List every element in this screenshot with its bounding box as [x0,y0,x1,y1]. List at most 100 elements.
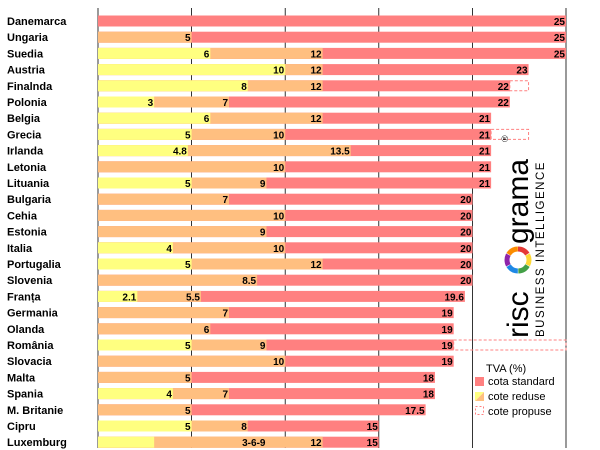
country-label: Malta [7,372,36,384]
value-label: 7 [222,98,228,109]
logo-ring-icon [504,246,532,274]
value-label: 19 [442,325,454,336]
value-label: 7 [222,390,228,401]
bar-reduced [98,404,192,416]
bar-reduced [98,436,155,448]
bar-reduced [98,145,351,157]
bar-reduced [98,323,211,335]
bar-reduced [98,290,138,302]
value-label: 20 [460,211,472,222]
value-label: 10 [273,163,285,174]
value-label: 6 [204,325,210,336]
country-label: Cehia [7,210,38,222]
country-label: Irlanda [7,146,44,158]
bar-reduced [98,96,155,108]
bar-standard [98,193,473,205]
value-label: 21 [479,114,491,125]
value-label: 5 [185,341,191,352]
country-label: Estonia [7,227,48,239]
bar-reduced [98,339,192,351]
value-label: 8.5 [242,276,256,287]
value-label: 10 [273,211,285,222]
value-label: 9 [260,228,266,239]
legend-swatch-proposed [475,406,484,415]
value-label: 10 [273,244,285,255]
value-label: 20 [460,195,472,206]
bar-standard [98,307,454,319]
value-label: 22 [498,98,510,109]
country-label: Finalnda [7,81,53,93]
bar-reduced [98,177,192,189]
value-label: 12 [311,66,323,77]
value-label: 3 [148,98,154,109]
country-label: România [7,340,54,352]
value-label: 20 [460,228,472,239]
bar-standard [98,339,454,351]
bar-reduced [98,31,192,43]
country-label: Slovacia [7,356,53,368]
value-label: 21 [479,179,491,190]
value-label: 5.5 [186,292,200,303]
bar-reduced [98,193,230,205]
logo-tagline: BUSINESS INTELLIGENCE [535,161,547,337]
bars-layer [98,15,567,448]
bar-proposed [453,339,567,351]
value-label: 15 [367,438,379,449]
country-label: Olanda [7,324,45,336]
legend: TVA (%) cota standard cote reduse cote p… [475,363,555,418]
country-label: Lituania [7,178,50,190]
bar-reduced [98,242,286,254]
value-label: 18 [423,373,435,384]
value-label: 5 [185,33,191,44]
bar-reduced [98,371,192,383]
bar-standard [98,47,566,59]
country-label: Suedia [7,48,44,60]
value-label: 25 [554,33,566,44]
legend-swatch-reduced-low [475,392,484,401]
value-label: 4 [166,244,172,255]
country-label: M. Britanie [7,405,63,417]
labels-layer: Danemarca 25 Ungaria 25 5 Suedia 25 6 12 Austria 2… [7,16,565,449]
value-label: 20 [460,244,472,255]
bar-standard [98,226,473,238]
value-label: 6 [204,114,210,125]
bar-standard [98,323,454,335]
bar-proposed [490,128,530,140]
bar-standard [98,161,492,173]
bar-standard [98,274,473,286]
value-label: 22 [498,82,510,93]
bar-reduced [98,161,286,173]
value-label: 25 [554,17,566,28]
bar-reduced [98,128,192,140]
bar-standard [98,177,492,189]
country-label: Austria [7,65,46,77]
value-label: 10 [273,357,285,368]
bar-reduced [98,290,201,302]
value-label: 10 [273,66,285,77]
legend-label-reduced: cote reduse [488,391,545,403]
value-label: 12 [311,114,323,125]
country-label: Bulgaria [7,194,52,206]
value-label: 8 [241,422,247,433]
brand-logo: risc grama ® BUSINESS INTELLIGENCE [500,135,547,338]
country-label: Portugalia [7,259,62,271]
bar-proposed [509,80,530,92]
value-label: 5 [185,373,191,384]
bar-reduced [98,388,173,400]
bar-reduced [98,145,188,157]
bar-reduced [98,307,230,319]
country-label: Germania [7,308,59,320]
value-label: 4 [166,390,172,401]
value-label: 3-6-9 [242,438,266,449]
logo-word-risc: risc [502,291,535,338]
bar-standard [98,15,566,27]
bar-standard [98,388,435,400]
value-label: 12 [311,49,323,60]
value-label: 15 [367,422,379,433]
value-label: 19.6 [444,292,464,303]
bar-reduced [98,242,173,254]
bar-reduced [98,96,230,108]
value-label: 12 [311,438,323,449]
value-label: 5 [185,406,191,417]
country-label: Spania [7,389,44,401]
